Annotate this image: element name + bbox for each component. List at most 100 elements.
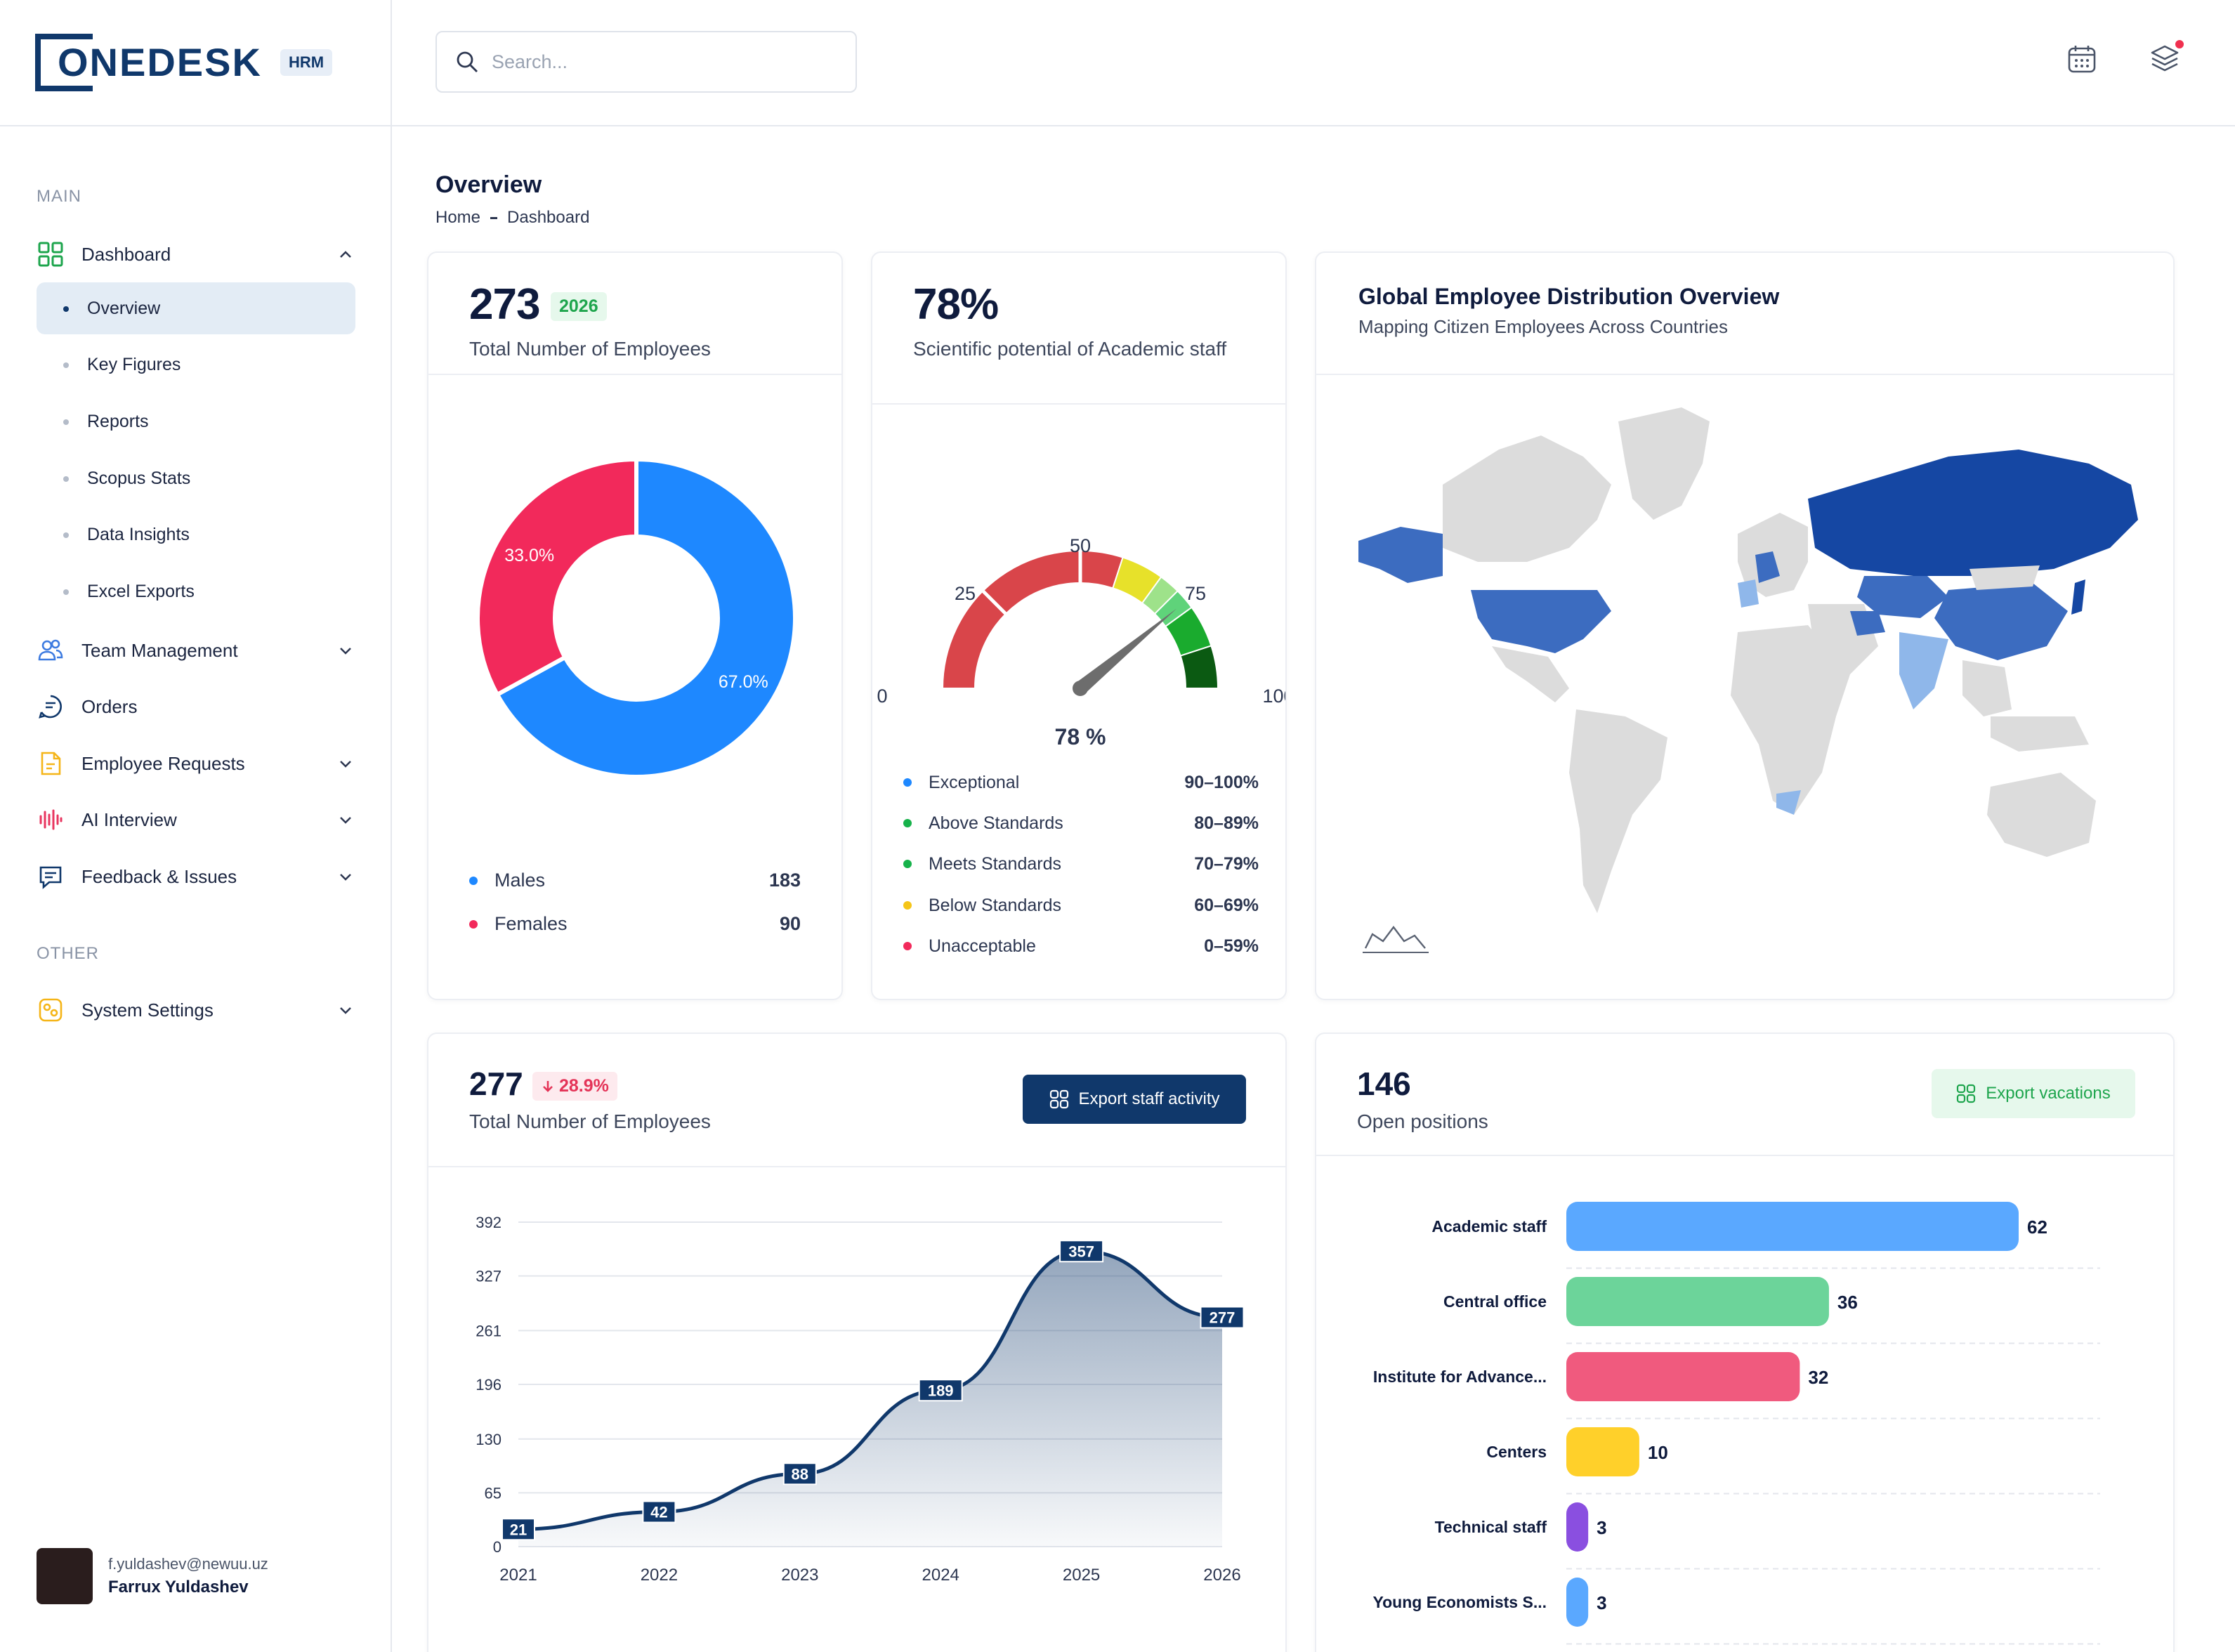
gauge-card: 78% Scientific potential of Academic sta… [871, 251, 1287, 1000]
sidebar-subitem-data-insights[interactable]: Data Insights [37, 509, 355, 560]
map-country [1492, 646, 1569, 702]
gauge-percent: 78% [913, 280, 999, 329]
bullet-icon [63, 476, 69, 482]
gauge-legend-unacceptable: Unacceptable 0–59% [903, 932, 1259, 960]
gauge-tick-label: 75 [1185, 583, 1206, 604]
bar-category-label: Centers [1486, 1443, 1547, 1461]
data-point-label: 277 [1210, 1309, 1236, 1327]
y-tick-label: 130 [476, 1431, 502, 1448]
legend-dot [903, 860, 912, 868]
bar-category-label: Institute for Advance... [1373, 1368, 1547, 1386]
sidebar-subitem-label: Reports [87, 411, 149, 431]
map-title: Global Employee Distribution Overview [1358, 284, 1780, 309]
donut-slice-males[interactable] [494, 457, 797, 779]
calendar-icon [2068, 46, 2096, 73]
sidebar-subitem-reports[interactable]: Reports [37, 395, 355, 447]
activity-total: 277 [469, 1066, 523, 1102]
map-country [1738, 579, 1759, 608]
logo-text: ONEDESK [58, 40, 262, 84]
bar[interactable] [1566, 1352, 1800, 1401]
gauge-value-label: 78 % [1055, 724, 1106, 749]
breadcrumb-home[interactable]: Home [435, 208, 481, 227]
sidebar-item-orders[interactable]: Orders [37, 680, 355, 733]
user-email: f.yuldashev@newuu.uz [108, 1555, 268, 1573]
data-point-marker[interactable] [782, 1462, 817, 1486]
donut-slice-females[interactable] [476, 457, 638, 697]
year-badge: 2026 [551, 292, 607, 321]
bar[interactable] [1566, 1578, 1589, 1627]
sidebar-subitem-scopus-stats[interactable]: Scopus Stats [37, 452, 355, 504]
logo-mark [35, 34, 93, 91]
data-point-marker[interactable] [642, 1500, 676, 1523]
legend-label: Unacceptable [929, 936, 1036, 956]
map-country [1755, 551, 1780, 583]
bullet-icon [63, 419, 69, 425]
x-tick-label: 2026 [1203, 1566, 1240, 1585]
export-staff-activity-button[interactable]: Export staff activity [1023, 1075, 1246, 1124]
search-input[interactable] [492, 51, 843, 73]
breadcrumb: Home Dashboard [435, 208, 589, 228]
employees-label: Total Number of Employees [469, 338, 711, 360]
positions-label: Open positions [1357, 1110, 1488, 1132]
donut-slice-label: 33.0% [504, 546, 554, 565]
activity-label: Total Number of Employees [469, 1110, 711, 1132]
grid-icon [1957, 1084, 1976, 1103]
divider [872, 403, 1285, 405]
map-country [1991, 716, 2089, 752]
gauge-needle [1075, 608, 1177, 694]
layers-icon [2151, 45, 2179, 72]
bar[interactable] [1566, 1427, 1639, 1476]
map-country [1857, 576, 1948, 618]
bar[interactable] [1566, 1502, 1589, 1552]
map-country [1987, 773, 2096, 857]
sidebar-item-ai-interview[interactable]: AI Interview [37, 793, 355, 846]
calendar-button[interactable] [2065, 42, 2099, 76]
map-credit-icon [1364, 926, 1426, 949]
sidebar-subitem-label: Scopus Stats [87, 468, 191, 488]
gauge-legend-meets: Meets Standards 70–79% [903, 850, 1259, 878]
notifications-button[interactable] [2148, 38, 2186, 76]
y-tick-label: 0 [493, 1538, 502, 1556]
sidebar-item-feedback[interactable]: Feedback & Issues [37, 850, 355, 903]
bar[interactable] [1566, 1277, 1829, 1326]
orders-icon [37, 693, 65, 721]
gauge-tick-label: 50 [1070, 535, 1091, 556]
data-point-label: 42 [650, 1504, 667, 1521]
bar-value-label: 36 [1837, 1292, 1858, 1313]
sidebar-subitem-key-figures[interactable]: Key Figures [37, 339, 355, 391]
data-point-label: 189 [928, 1382, 954, 1399]
sidebar-item-employee-requests[interactable]: Employee Requests [37, 737, 355, 790]
map-country [1962, 660, 2012, 716]
data-point-marker[interactable] [502, 1518, 535, 1541]
divider [428, 374, 841, 375]
data-point-marker[interactable] [918, 1379, 963, 1402]
legend-females: Females [469, 913, 568, 935]
bar-category-label: Technical staff [1435, 1518, 1547, 1536]
data-point-label: 21 [510, 1521, 527, 1538]
sidebar-item-label: Orders [81, 695, 138, 717]
search-box[interactable] [435, 31, 857, 93]
sidebar-item-label: Employee Requests [81, 752, 245, 774]
legend-dot [903, 942, 912, 950]
data-point-marker[interactable] [1200, 1306, 1245, 1329]
legend-label: Meets Standards [929, 853, 1061, 874]
positions-card: 146 Open positions Export vacations Acad… [1315, 1032, 2175, 1652]
sidebar-item-system-settings[interactable]: System Settings [37, 983, 355, 1037]
users-icon [37, 636, 65, 664]
sidebar-subitem-overview[interactable]: Overview [37, 282, 355, 334]
top-bar [392, 0, 2235, 126]
sidebar-item-team-management[interactable]: Team Management [37, 624, 355, 677]
logo[interactable]: ONEDESK HRM [35, 34, 333, 91]
section-label-other: OTHER [37, 944, 99, 963]
export-vacations-button[interactable]: Export vacations [1932, 1069, 2135, 1118]
chat-icon [37, 863, 65, 891]
sidebar-subitem-label: Key Figures [87, 354, 181, 374]
map-country [1471, 590, 1611, 653]
sidebar-subitem-excel-exports[interactable]: Excel Exports [37, 565, 355, 617]
data-point-marker[interactable] [1059, 1240, 1104, 1263]
gauge-band [1179, 645, 1219, 689]
legend-dot [903, 819, 912, 827]
bar[interactable] [1566, 1202, 2019, 1251]
user-profile[interactable]: f.yuldashev@newuu.uz Farrux Yuldashev [37, 1548, 268, 1604]
sidebar-item-dashboard[interactable]: Dashboard [37, 228, 355, 281]
